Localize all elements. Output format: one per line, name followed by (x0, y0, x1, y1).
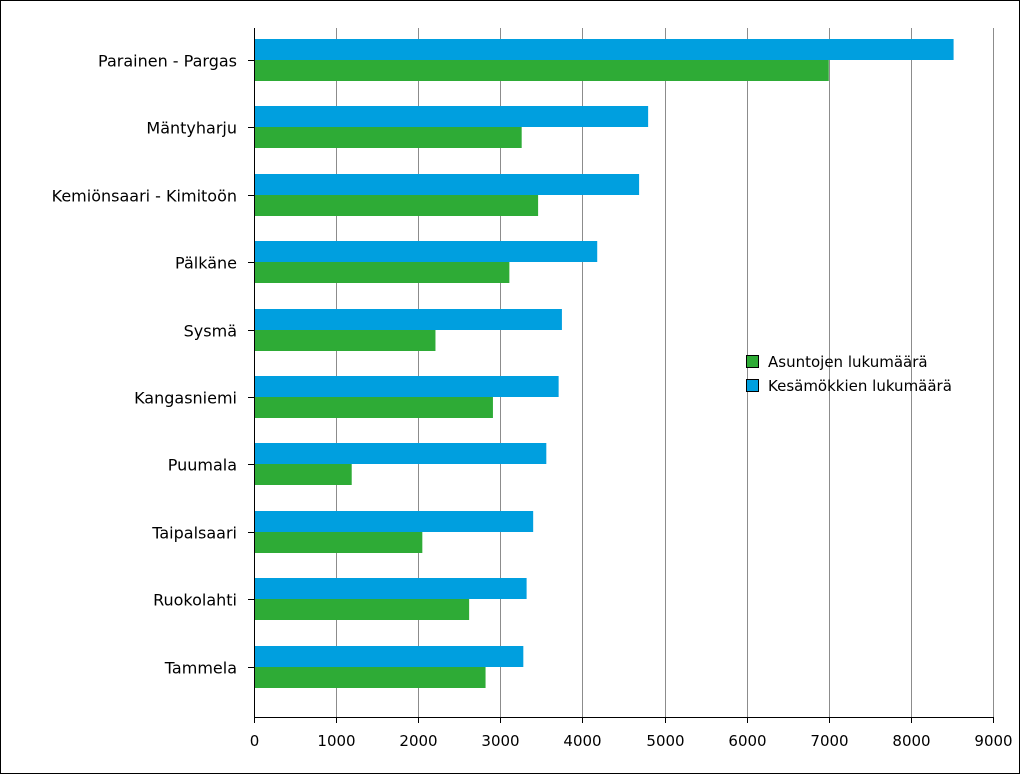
category-label-mantyharju: Mäntyharju (146, 119, 237, 138)
legend-swatch-asuntojen-lukumaara (746, 355, 759, 368)
bar-taipalsaari-asuntojen-lukumaara (254, 532, 423, 553)
x-tick-label-7000: 7000 (810, 732, 848, 750)
bar-palkane-asuntojen-lukumaara (254, 262, 510, 283)
category-label-puumala: Puumala (168, 456, 237, 475)
axes (248, 28, 994, 723)
category-label-kemionsaari-kimitoon: Kemiönsaari - Kimitoön (52, 187, 237, 206)
legend-swatch-kesamokkien-lukumaara (746, 379, 759, 392)
category-labels: Parainen - Pargas Mäntyharju Kemiönsaari -… (52, 52, 237, 678)
x-tick-label-2000: 2000 (399, 732, 437, 750)
category-label-tammela: Tammela (164, 659, 237, 678)
bar-mantyharju-kesamokkien-lukumaara (254, 106, 649, 127)
bar-kemionsaari-kimitoon-kesamokkien-lukumaara (254, 174, 640, 195)
x-tick-label-6000: 6000 (728, 732, 766, 750)
x-tick-label-5000: 5000 (646, 732, 684, 750)
category-label-ruokolahti: Ruokolahti (153, 591, 237, 610)
bar-sysma-asuntojen-lukumaara (254, 330, 436, 351)
bar-kemionsaari-kimitoon-asuntojen-lukumaara (254, 195, 539, 216)
legend-label-asuntojen-lukumaara: Asuntojen lukumäärä (768, 353, 928, 371)
bar-ruokolahti-kesamokkien-lukumaara (254, 578, 527, 599)
category-label-kangasniemi: Kangasniemi (134, 389, 237, 408)
bar-puumala-asuntojen-lukumaara (254, 464, 352, 485)
bar-puumala-kesamokkien-lukumaara (254, 443, 547, 464)
bars (254, 39, 954, 688)
bar-parainen-pargas-kesamokkien-lukumaara (254, 39, 954, 60)
legend: Asuntojen lukumäärä Kesämökkien lukumäärä (746, 353, 952, 395)
bar-ruokolahti-asuntojen-lukumaara (254, 599, 470, 620)
x-tick-label-4000: 4000 (563, 732, 601, 750)
tick-labels: 0 1000 2000 3000 4000 5000 6000 7000 8000 9000 (250, 732, 1013, 750)
bar-kangasniemi-asuntojen-lukumaara (254, 397, 493, 418)
category-label-palkane: Pälkäne (175, 254, 237, 273)
x-tick-label-3000: 3000 (481, 732, 519, 750)
x-tick-label-9000: 9000 (974, 732, 1012, 750)
x-tick-label-0: 0 (250, 732, 260, 750)
x-tick-label-1000: 1000 (317, 732, 355, 750)
category-label-sysma: Sysmä (184, 322, 237, 341)
bar-palkane-kesamokkien-lukumaara (254, 241, 598, 262)
bar-taipalsaari-kesamokkien-lukumaara (254, 511, 534, 532)
x-tick-label-8000: 8000 (892, 732, 930, 750)
bar-kangasniemi-kesamokkien-lukumaara (254, 376, 559, 397)
bar-mantyharju-asuntojen-lukumaara (254, 127, 522, 148)
bar-sysma-kesamokkien-lukumaara (254, 309, 562, 330)
legend-label-kesamokkien-lukumaara: Kesämökkien lukumäärä (768, 377, 952, 395)
bar-tammela-kesamokkien-lukumaara (254, 646, 524, 667)
bar-parainen-pargas-asuntojen-lukumaara (254, 60, 829, 81)
bar-tammela-asuntojen-lukumaara (254, 667, 486, 688)
category-label-taipalsaari: Taipalsaari (151, 524, 237, 543)
category-label-parainen-pargas: Parainen - Pargas (98, 52, 237, 71)
